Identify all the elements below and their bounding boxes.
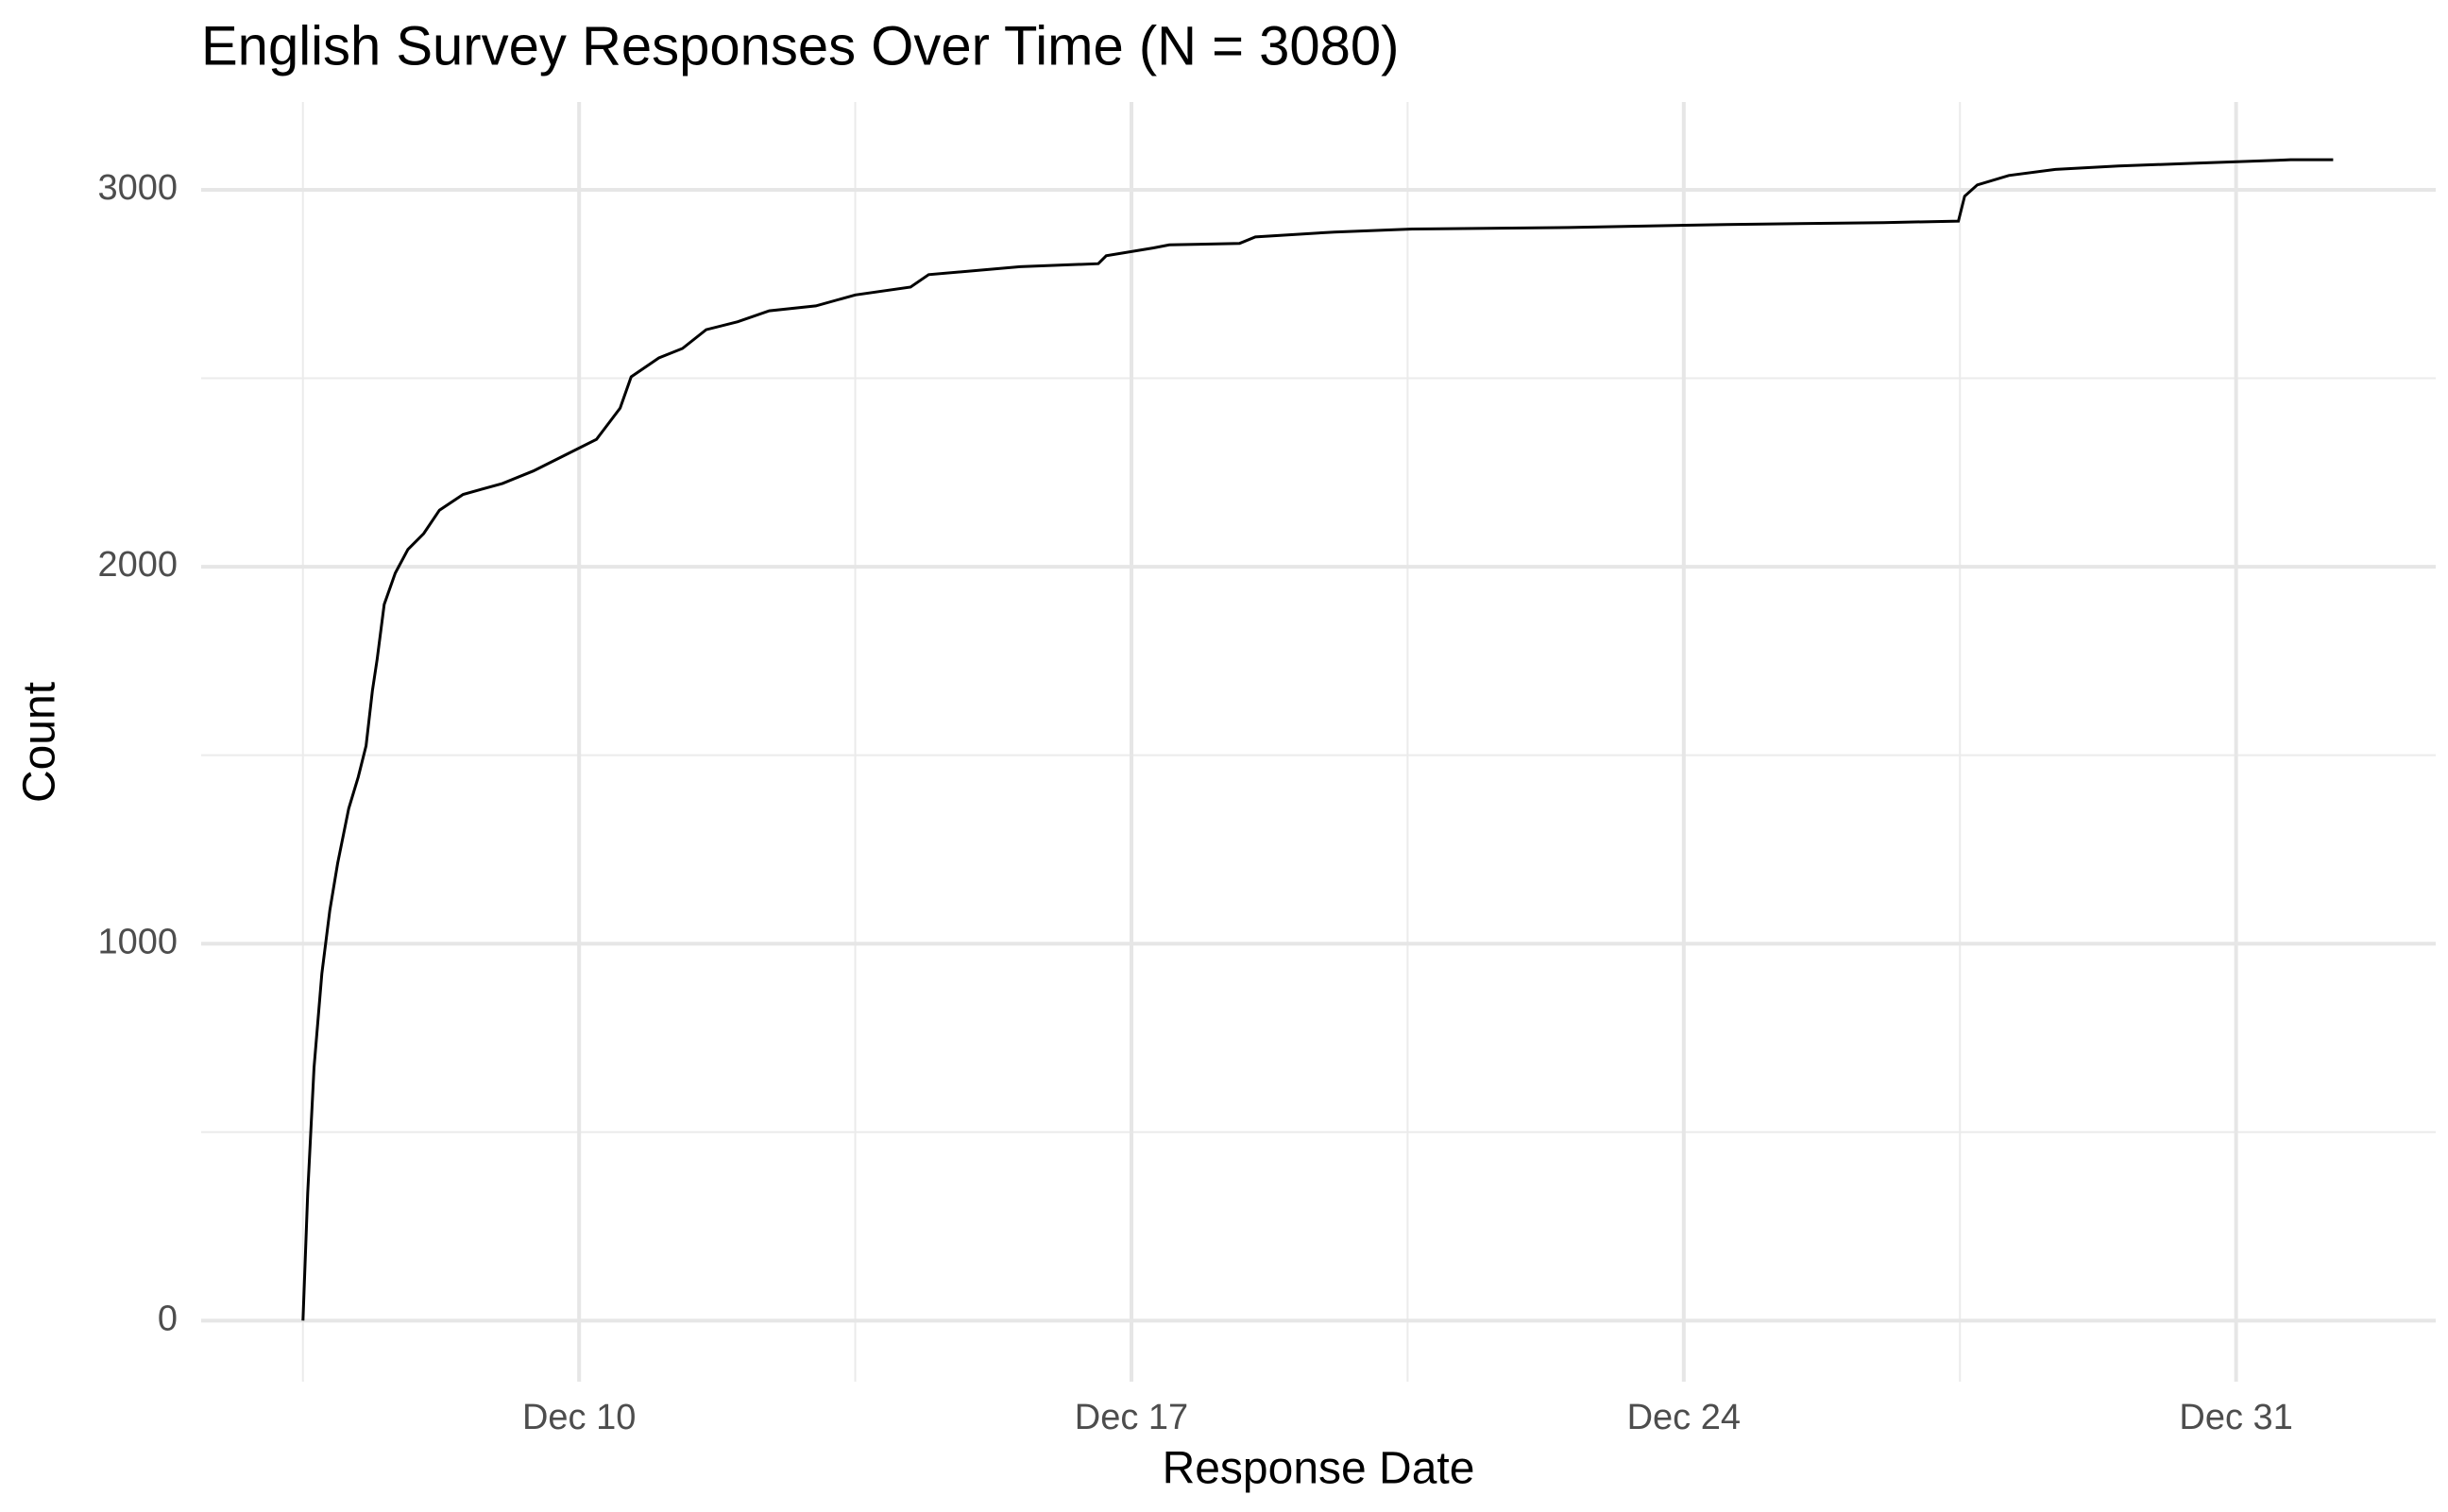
y-tick-label: 1000 [97,922,178,961]
x-axis-title: Response Date [1163,1444,1475,1494]
y-tick-label: 0 [158,1299,178,1338]
y-axis-title: Count [15,682,65,803]
x-tick-label: Dec 17 [1075,1398,1188,1437]
x-tick-label: Dec 10 [522,1398,636,1437]
y-tick-label: 2000 [97,545,178,585]
y-tick-label: 3000 [97,168,178,208]
x-tick-label: Dec 24 [1627,1398,1741,1437]
line [301,158,2334,1321]
chart-title: English Survey Responses Over Time (N = … [201,15,1400,76]
x-tick-label: Dec 31 [2179,1398,2292,1437]
